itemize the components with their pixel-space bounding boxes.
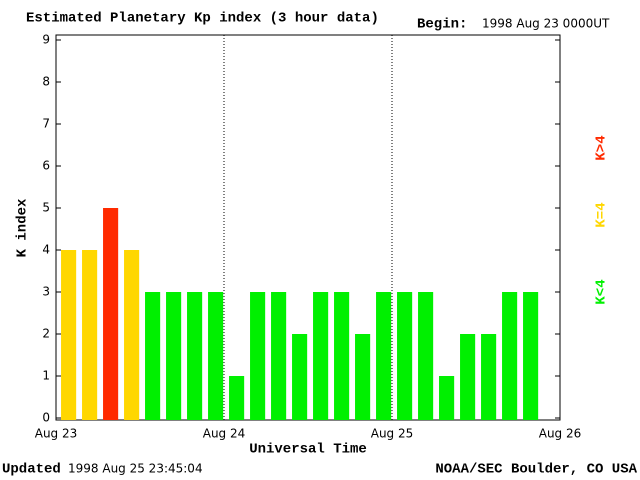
bar: [292, 334, 308, 420]
bar: [250, 292, 266, 420]
x-tick-label: Aug 25: [371, 427, 414, 441]
y-tick-label: 2: [42, 327, 50, 341]
y-tick-label: 0: [42, 411, 50, 425]
bar: [481, 334, 497, 420]
bar: [418, 292, 434, 420]
bar: [229, 376, 245, 420]
bar: [187, 292, 203, 420]
bar: [82, 250, 98, 420]
legend-label: K>4: [594, 135, 610, 160]
bar: [334, 292, 350, 420]
bar: [166, 292, 182, 420]
y-tick-label: 4: [42, 243, 50, 257]
credit: NOAA/SEC Boulder, CO USA: [435, 462, 637, 478]
updated-label: Updated: [2, 462, 61, 478]
bar: [355, 334, 371, 420]
bar: [523, 292, 539, 420]
y-tick-label: 8: [42, 75, 50, 89]
bar: [376, 292, 392, 420]
begin-date: 1998 Aug 23 0000UT: [482, 17, 610, 31]
y-axis-label: K index: [15, 198, 31, 257]
y-tick-label: 6: [42, 159, 50, 173]
legend-label: K=4: [594, 202, 610, 227]
bar: [313, 292, 329, 420]
bar: [103, 208, 119, 420]
y-tick-label: 7: [42, 117, 50, 131]
bar: [397, 292, 413, 420]
x-tick-label: Aug 24: [203, 427, 246, 441]
y-tick-label: 3: [42, 285, 50, 299]
x-tick-label: Aug 23: [35, 427, 78, 441]
x-tick-label: Aug 26: [539, 427, 582, 441]
bar: [208, 292, 224, 420]
bar: [460, 334, 476, 420]
begin-label: Begin:: [417, 17, 467, 33]
bar: [124, 250, 140, 420]
bar: [502, 292, 518, 420]
bar: [439, 376, 455, 420]
bar: [61, 250, 77, 420]
x-axis-label: Universal Time: [249, 442, 367, 458]
bar: [271, 292, 287, 420]
y-tick-label: 9: [42, 33, 50, 47]
updated-date: 1998 Aug 25 23:45:04: [68, 462, 203, 476]
legend-label: K<4: [594, 279, 610, 304]
plot-frame: [55, 34, 561, 421]
bar: [145, 292, 161, 420]
chart-title: Estimated Planetary Kp index (3 hour dat…: [26, 11, 379, 27]
y-tick-label: 1: [42, 369, 50, 383]
y-tick-label: 5: [42, 201, 50, 215]
